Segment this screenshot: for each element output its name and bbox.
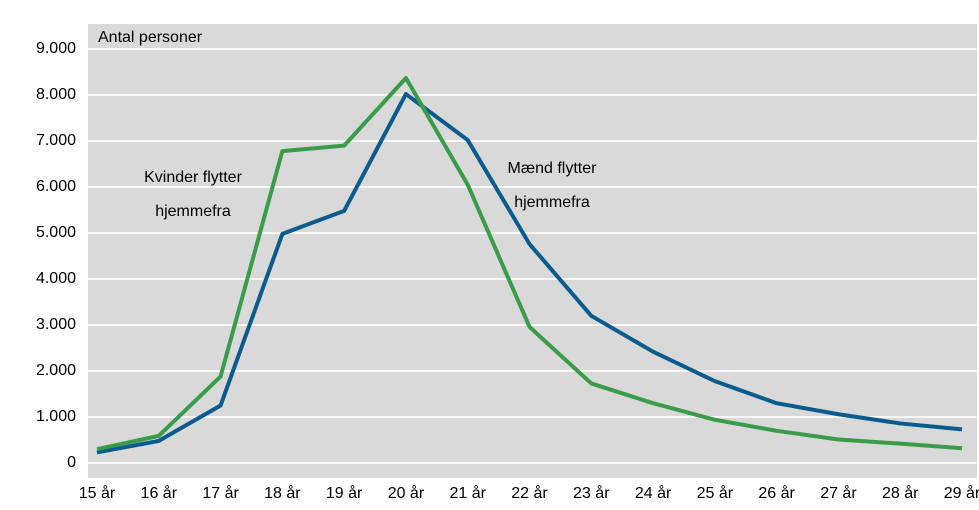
y-tick-label: 6.000 [36, 178, 76, 195]
y-tick-label: 4.000 [36, 270, 76, 287]
y-tick-label: 1.000 [36, 408, 76, 425]
x-tick-label: 20 år [388, 484, 425, 502]
y-tick-label: 5.000 [36, 224, 76, 241]
annotation: hjemmefra [514, 194, 590, 211]
x-tick-label: 18 år [264, 484, 301, 502]
y-tick-label: 2.000 [36, 362, 76, 379]
x-tick-label: 24 år [635, 484, 672, 502]
series-line [96, 92, 963, 455]
y-tick-label: 0 [67, 454, 76, 471]
annotation: hjemmefra [155, 203, 231, 220]
x-tick-label: 21 år [449, 484, 486, 502]
x-tick-label: 15 år [79, 484, 116, 502]
x-tick-label: 26 år [758, 484, 795, 502]
x-tick-label: 29 år [944, 484, 979, 502]
x-tick-label: 22 år [511, 484, 548, 502]
x-tick-label: 17 år [202, 484, 239, 502]
x-tick-label: 25 år [697, 484, 734, 502]
x-tick-label: 23 år [573, 484, 610, 502]
plot-background [88, 24, 977, 478]
series-line [96, 75, 963, 452]
y-tick-label: 8.000 [36, 86, 76, 103]
x-tick-label: 27 år [820, 484, 857, 502]
x-tick-label: 19 år [326, 484, 363, 502]
x-tick-label: 28 år [882, 484, 919, 502]
y-tick-label: 3.000 [36, 316, 76, 333]
x-tick-label: 16 år [141, 484, 178, 502]
y-tick-label: 9.000 [36, 40, 76, 57]
y-tick-label: 7.000 [36, 132, 76, 149]
y-axis-label: Antal personer [98, 29, 203, 46]
annotation: Mænd flytter [508, 160, 598, 177]
annotation: Kvinder flytter [144, 169, 242, 186]
